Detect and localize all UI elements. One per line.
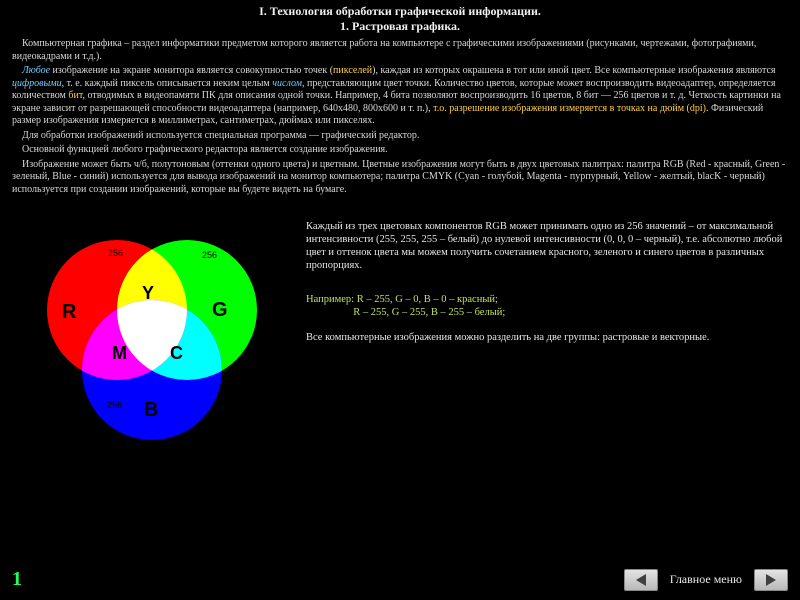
- rgb-example: Например: R – 255, G – 0, B – 0 – красны…: [306, 293, 788, 319]
- venn-svg: [22, 220, 282, 460]
- highlight-pixels: пикселей: [333, 65, 372, 76]
- nav-prev-button[interactable]: [624, 569, 658, 591]
- highlight-digital: цифровыми: [12, 78, 62, 89]
- paragraph-3: Для обработки изображений используется с…: [12, 130, 788, 143]
- venn-label-c: C: [170, 342, 183, 365]
- page-title: I. Технология обработки графической инфо…: [0, 0, 800, 19]
- venn-num-b: 256: [107, 400, 122, 411]
- paragraph-1: Компьютерная графика – раздел информатик…: [12, 38, 788, 63]
- arrow-right-icon: [766, 574, 776, 586]
- body-text: Компьютерная графика – раздел информатик…: [0, 38, 800, 196]
- paragraph-2: Любое изображение на экране монитора явл…: [12, 65, 788, 128]
- page-number: 1: [12, 567, 22, 592]
- page-subtitle: 1. Растровая графика.: [0, 19, 800, 38]
- highlight-number: числом: [272, 78, 302, 89]
- highlight-resolution: т.о. разрешение изображения измеряется в…: [433, 103, 706, 114]
- nav-main-menu-label[interactable]: Главное меню: [664, 572, 748, 587]
- venn-num-g: 256: [202, 250, 217, 261]
- highlight-bit: бит: [68, 90, 82, 101]
- bottom-bar: 1 Главное меню: [0, 567, 800, 592]
- side-text: Каждый из трех цветовых компонентов RGB …: [292, 220, 788, 356]
- side-paragraph-2: Все компьютерные изображения можно разде…: [306, 331, 788, 344]
- venn-num-r: 256: [108, 248, 123, 259]
- paragraph-5: Изображение может быть ч/б, полутоновым …: [12, 159, 788, 197]
- rgb-venn-diagram: R G B Y C M 256 256 256: [12, 220, 292, 470]
- highlight-any: Любое: [22, 65, 50, 76]
- arrow-left-icon: [636, 574, 646, 586]
- side-paragraph-1: Каждый из трех цветовых компонентов RGB …: [306, 220, 788, 273]
- venn-label-g: G: [212, 298, 228, 323]
- venn-label-b: B: [144, 398, 158, 423]
- venn-label-r: R: [62, 300, 76, 325]
- venn-label-m: M: [112, 342, 127, 365]
- nav-controls: Главное меню: [624, 569, 788, 591]
- nav-next-button[interactable]: [754, 569, 788, 591]
- venn-label-y: Y: [142, 282, 154, 305]
- paragraph-4: Основной функцией любого графического ре…: [12, 144, 788, 157]
